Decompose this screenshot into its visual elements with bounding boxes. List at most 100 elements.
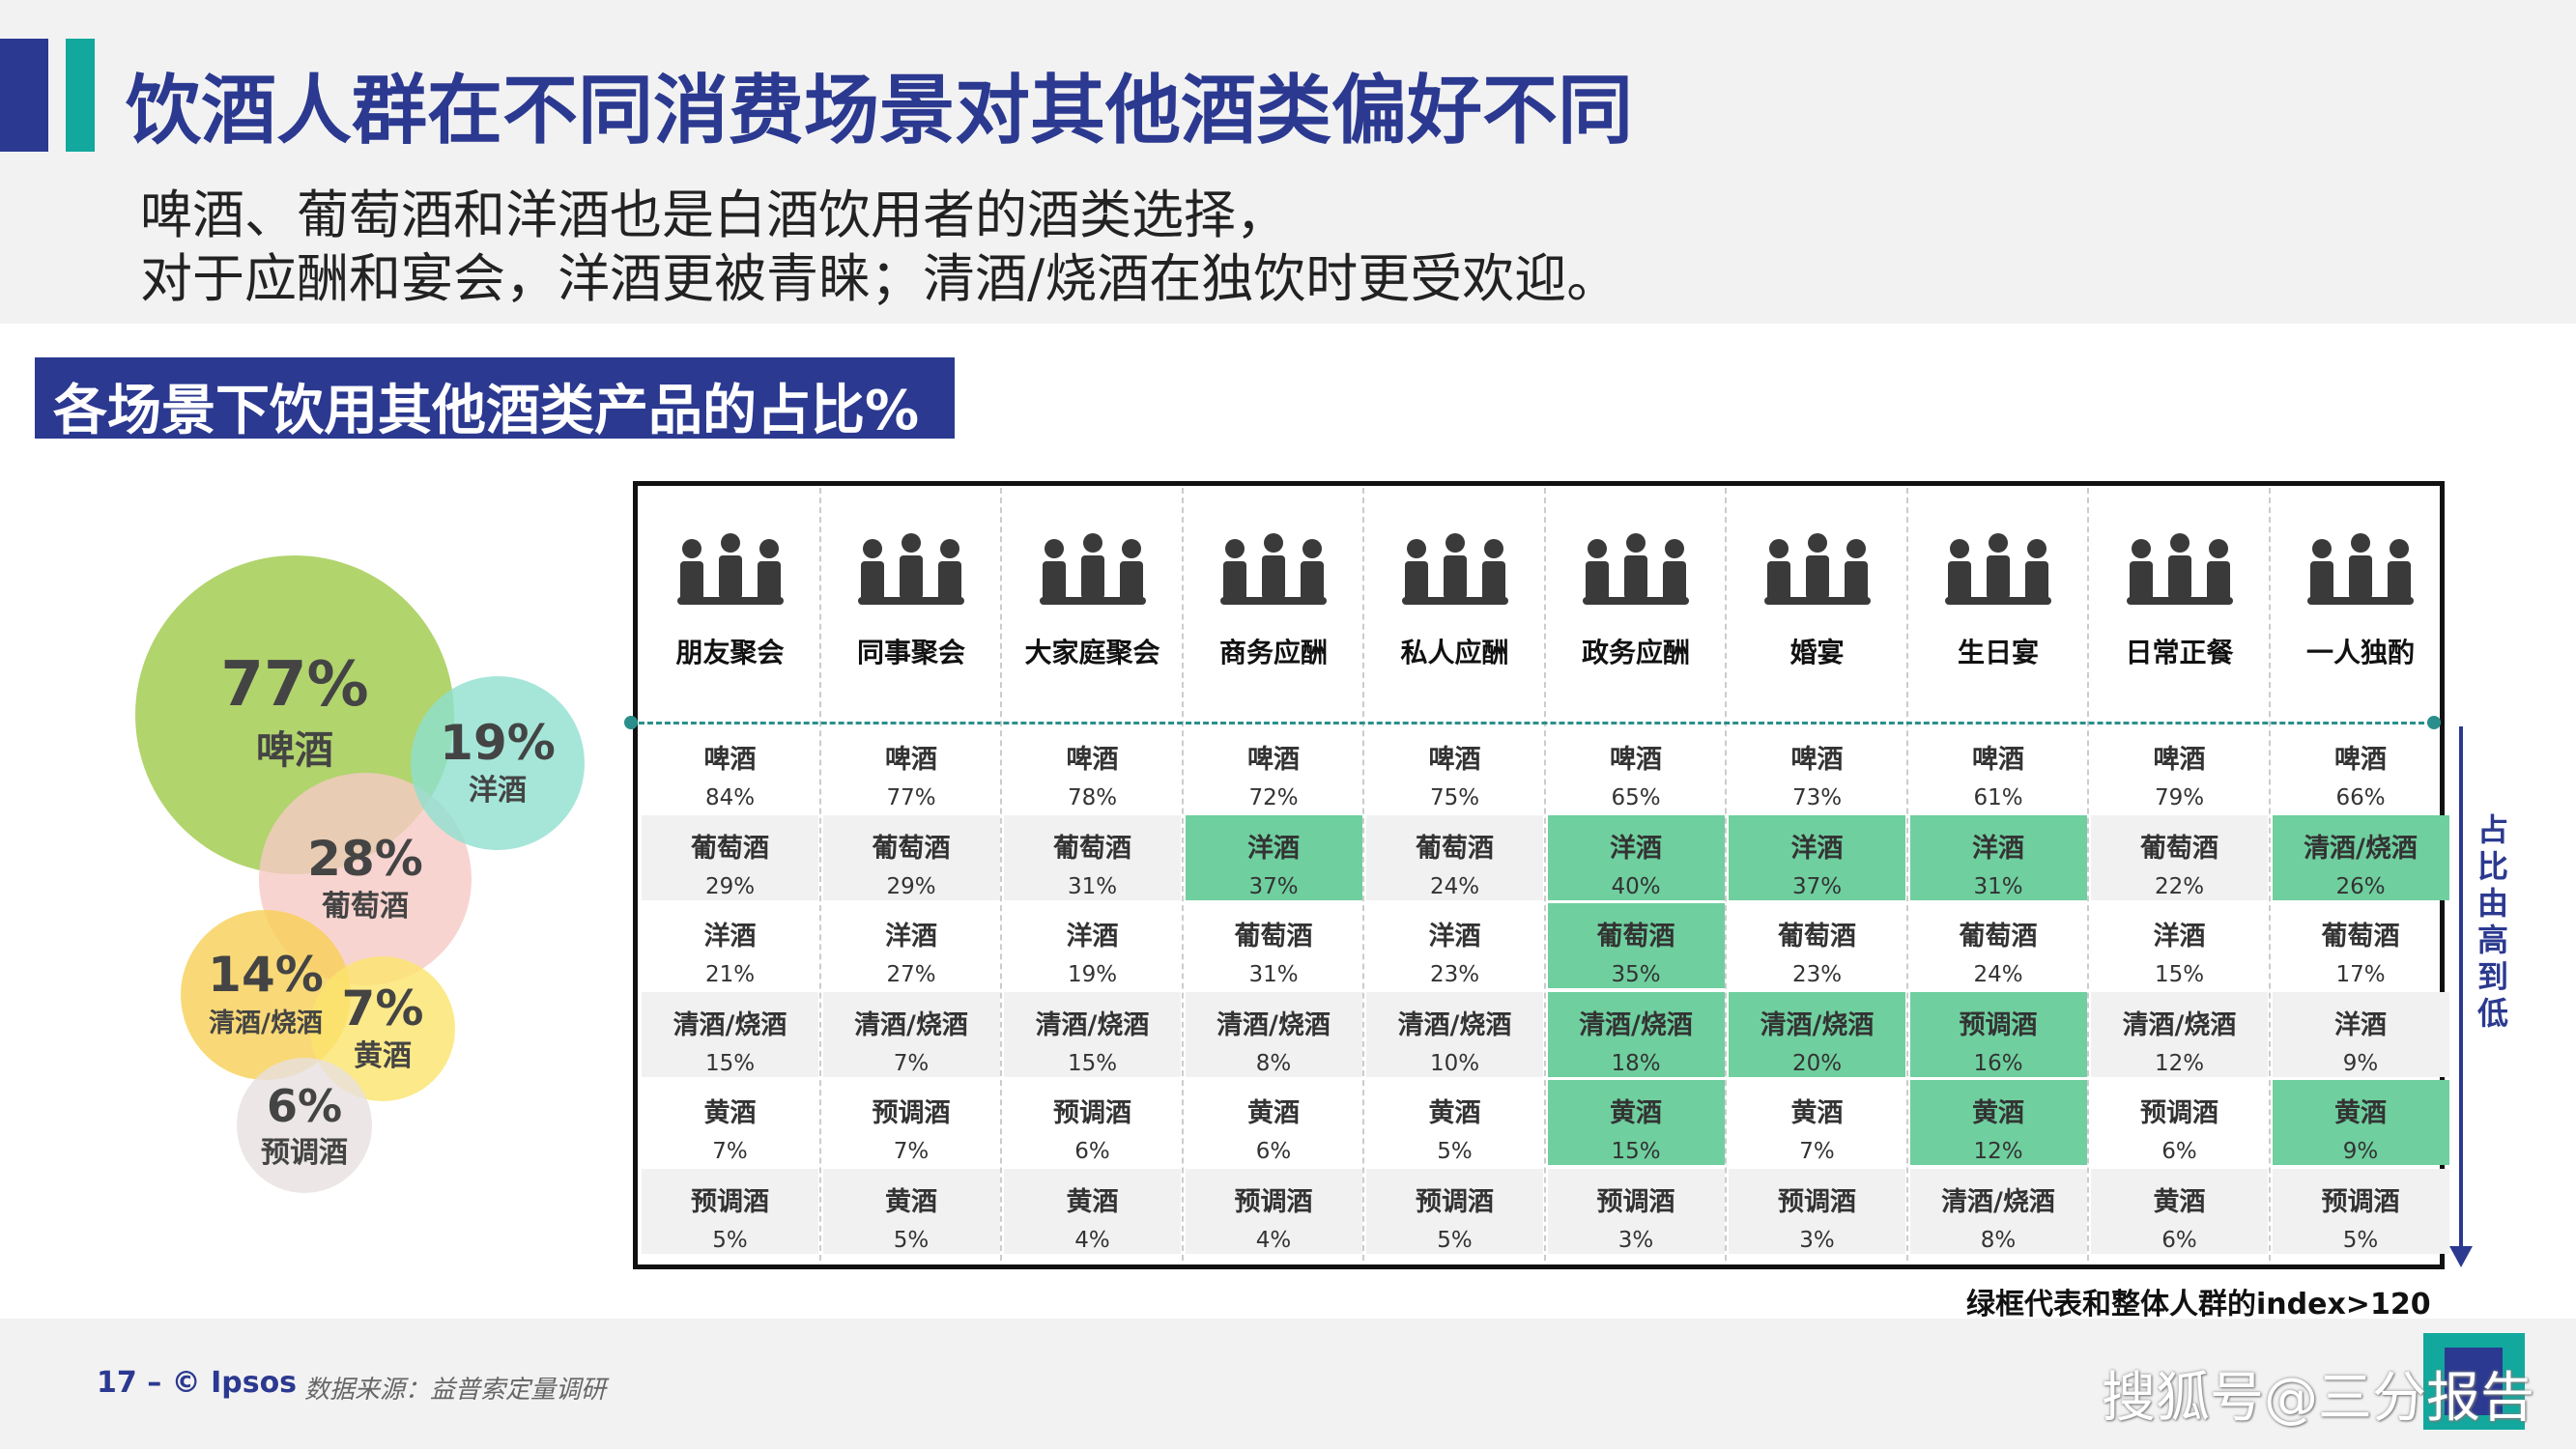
table-cell: 黄酒 6% bbox=[2091, 1168, 2268, 1254]
cell-drink: 葡萄酒 bbox=[2321, 922, 2400, 952]
section-title-box bbox=[35, 357, 955, 439]
cell-drink: 清酒/烧酒 bbox=[1760, 1009, 1875, 1040]
page-title: 饮酒人群在不同消费场景对其他酒类偏好不同 bbox=[126, 68, 1634, 155]
cell-percent: 77% bbox=[886, 785, 936, 810]
header-separator-line bbox=[630, 722, 2433, 724]
table-cell: 黄酒 7% bbox=[642, 1080, 818, 1165]
cell-drink: 黄酒 bbox=[1428, 1098, 1481, 1128]
cell-percent: 23% bbox=[1429, 962, 1480, 987]
cell-percent: 73% bbox=[1791, 785, 1843, 810]
separator-dot-left bbox=[624, 716, 638, 729]
scene-label: 大家庭聚会 bbox=[1024, 637, 1160, 668]
scene-label: 一人独酌 bbox=[2305, 637, 2415, 668]
cell-drink: 洋酒 bbox=[1610, 833, 1662, 864]
cell-percent: 15% bbox=[1067, 1050, 1118, 1076]
scene-header-2: 同事聚会 bbox=[821, 522, 1002, 670]
bubble-value: 19% bbox=[440, 715, 556, 771]
cell-drink: 清酒/烧酒 bbox=[2122, 1009, 2237, 1040]
cell-percent: 7% bbox=[893, 1139, 930, 1164]
title-accent-bar-blue bbox=[0, 39, 48, 152]
cell-percent: 15% bbox=[704, 1050, 756, 1076]
table-cell: 啤酒 72% bbox=[1186, 726, 1362, 811]
scene-header-9: 日常正餐 bbox=[2089, 522, 2270, 670]
table-cell: 葡萄酒 17% bbox=[2273, 903, 2449, 988]
cell-drink: 预调酒 bbox=[1959, 1009, 2038, 1040]
cell-percent: 31% bbox=[1248, 962, 1299, 987]
ranking-arrow bbox=[2459, 726, 2463, 1248]
cell-percent: 78% bbox=[1067, 785, 1118, 810]
cell-drink: 黄酒 bbox=[2334, 1098, 2387, 1128]
highlight-note: 绿框代表和整体人群的index>120 bbox=[1966, 1288, 2431, 1321]
cell-drink: 洋酒 bbox=[1428, 922, 1481, 952]
cell-drink: 清酒/烧酒 bbox=[1035, 1009, 1150, 1040]
table-cell: 黄酒 5% bbox=[1366, 1080, 1543, 1165]
cell-drink: 黄酒 bbox=[703, 1098, 757, 1128]
cell-drink: 啤酒 bbox=[1428, 745, 1481, 775]
cell-percent: 15% bbox=[2154, 962, 2205, 987]
column-divider bbox=[1543, 488, 1546, 1261]
cell-percent: 3% bbox=[1617, 1227, 1654, 1253]
table-cell: 黄酒 7% bbox=[1729, 1080, 1905, 1165]
column-divider bbox=[1362, 488, 1364, 1261]
table-cell: 葡萄酒 29% bbox=[642, 814, 818, 900]
table-cell: 洋酒 31% bbox=[1909, 814, 2087, 900]
cell-drink: 黄酒 bbox=[1790, 1098, 1844, 1128]
cell-drink: 啤酒 bbox=[1972, 745, 2024, 775]
column-divider bbox=[1181, 488, 1184, 1261]
cell-percent: 4% bbox=[1255, 1227, 1292, 1253]
scene-label: 商务应酬 bbox=[1218, 637, 1328, 668]
cell-drink: 预调酒 bbox=[2321, 1186, 2400, 1217]
bubble-4 bbox=[181, 910, 351, 1080]
scene-label: 朋友聚会 bbox=[675, 637, 785, 668]
cell-drink: 清酒/烧酒 bbox=[2304, 833, 2418, 864]
cell-percent: 7% bbox=[1799, 1139, 1835, 1164]
private-social-icon bbox=[1364, 522, 1545, 618]
table-cell: 啤酒 75% bbox=[1366, 726, 1543, 811]
cell-drink: 洋酒 bbox=[2153, 922, 2206, 952]
bubble-value: 28% bbox=[307, 831, 423, 887]
cell-percent: 84% bbox=[704, 785, 756, 810]
cell-percent: 16% bbox=[1973, 1050, 2023, 1076]
cell-percent: 4% bbox=[1074, 1227, 1110, 1253]
business-meeting-icon bbox=[1184, 522, 1364, 618]
footer-page-number: 17 – © Ipsos bbox=[97, 1366, 298, 1400]
cell-drink: 清酒/烧酒 bbox=[1216, 1009, 1331, 1040]
cell-drink: 清酒/烧酒 bbox=[1579, 1009, 1693, 1040]
scene-header-3: 大家庭聚会 bbox=[1002, 522, 1183, 670]
bubble-label: 葡萄酒 bbox=[322, 890, 409, 923]
bubble-value: 7% bbox=[342, 980, 424, 1037]
daily-meal-icon bbox=[2089, 522, 2270, 618]
scene-header-4: 商务应酬 bbox=[1184, 522, 1364, 670]
cell-percent: 20% bbox=[1791, 1050, 1843, 1076]
cell-percent: 24% bbox=[1429, 873, 1480, 899]
cell-drink: 预调酒 bbox=[691, 1186, 769, 1217]
table-cell: 预调酒 5% bbox=[642, 1168, 818, 1254]
cell-drink: 啤酒 bbox=[703, 745, 757, 775]
cell-percent: 31% bbox=[1973, 873, 2023, 899]
column-divider bbox=[818, 488, 821, 1261]
cell-percent: 5% bbox=[2342, 1227, 2379, 1253]
table-cell: 黄酒 5% bbox=[822, 1168, 1000, 1254]
cell-drink: 黄酒 bbox=[1247, 1098, 1300, 1128]
cell-percent: 35% bbox=[1611, 962, 1661, 987]
cell-drink: 预调酒 bbox=[872, 1098, 951, 1128]
cell-drink: 啤酒 bbox=[1247, 745, 1300, 775]
watermark-text: 搜狐号@三分报告 bbox=[2102, 1367, 2534, 1430]
cell-percent: 37% bbox=[1791, 873, 1843, 899]
table-cell: 洋酒 9% bbox=[2272, 991, 2449, 1077]
cell-drink: 啤酒 bbox=[1066, 745, 1119, 775]
table-cell: 清酒/烧酒 12% bbox=[2091, 991, 2268, 1077]
scene-label: 日常正餐 bbox=[2125, 637, 2234, 668]
column-divider bbox=[1905, 488, 1908, 1261]
cell-drink: 黄酒 bbox=[2153, 1186, 2206, 1217]
table-cell: 啤酒 61% bbox=[1910, 726, 2087, 811]
table-cell: 预调酒 5% bbox=[1366, 1168, 1543, 1254]
cell-drink: 啤酒 bbox=[1610, 745, 1662, 775]
cell-percent: 61% bbox=[1973, 785, 2023, 810]
cell-percent: 26% bbox=[2335, 873, 2386, 899]
table-cell: 预调酒 7% bbox=[823, 1080, 1000, 1165]
table-cell: 洋酒 15% bbox=[2091, 903, 2268, 988]
scene-label: 私人应酬 bbox=[1400, 637, 1509, 668]
bubble-value: 14% bbox=[208, 947, 324, 1003]
scene-header-6: 政务应酬 bbox=[1546, 522, 1727, 670]
